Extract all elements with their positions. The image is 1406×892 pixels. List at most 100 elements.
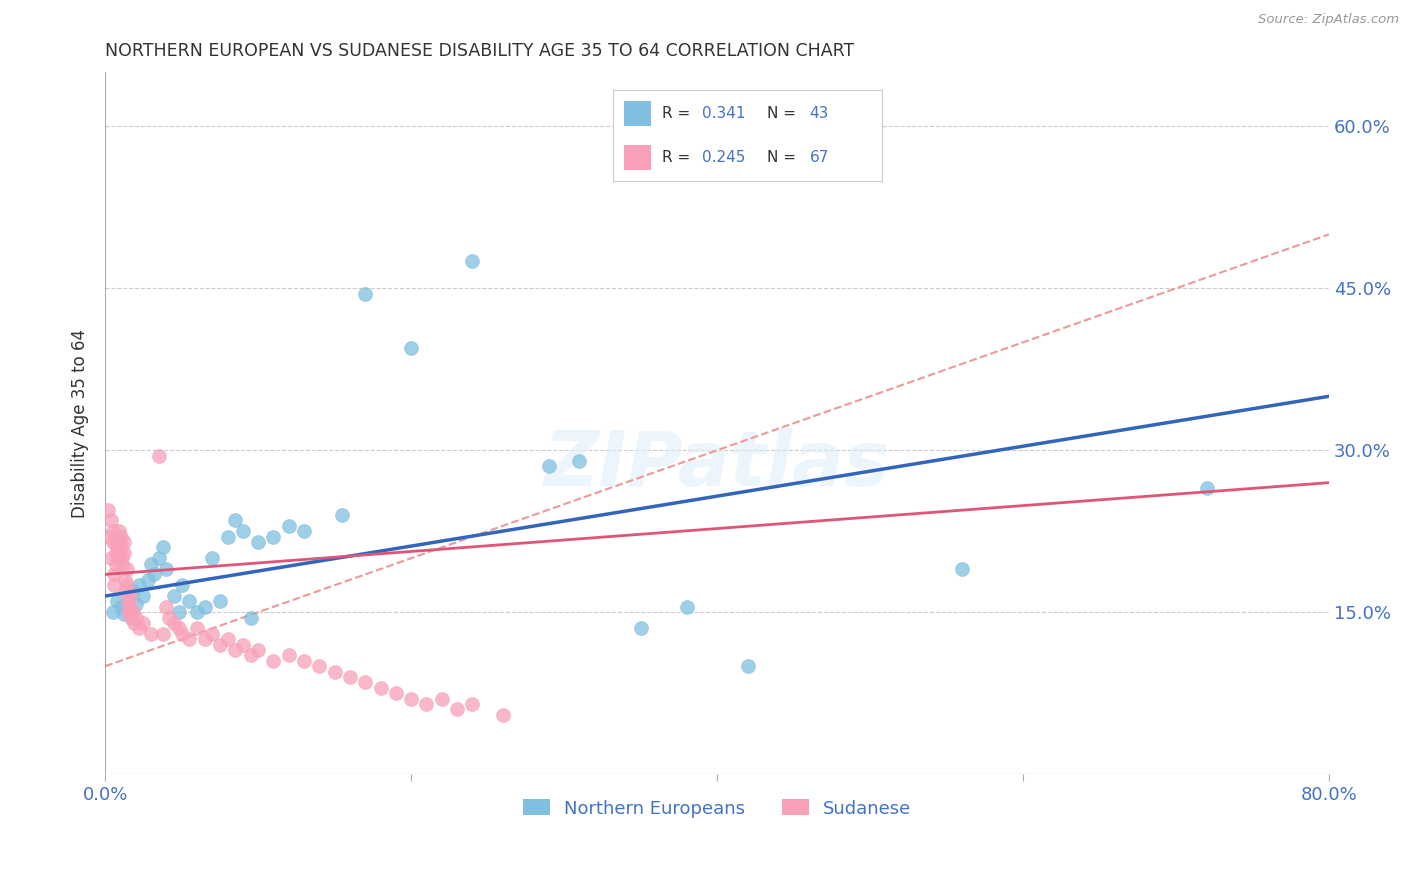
- Point: [492, 707, 515, 722]
- Point: [292, 524, 315, 539]
- Point: [107, 594, 129, 608]
- Point: [143, 567, 166, 582]
- Point: [201, 627, 224, 641]
- Point: [108, 524, 131, 539]
- Point: [112, 546, 135, 560]
- Point: [103, 567, 125, 582]
- Point: [170, 578, 193, 592]
- Point: [117, 594, 139, 608]
- Point: [115, 578, 138, 592]
- Point: [339, 670, 361, 684]
- Point: [1195, 481, 1218, 495]
- Point: [110, 530, 132, 544]
- Point: [170, 627, 193, 641]
- Point: [100, 513, 122, 527]
- Point: [117, 594, 139, 608]
- Point: [461, 254, 484, 268]
- Point: [112, 607, 135, 622]
- Point: [232, 638, 254, 652]
- Point: [737, 659, 759, 673]
- Point: [194, 599, 217, 614]
- Point: [399, 691, 422, 706]
- Point: [239, 648, 262, 663]
- Point: [121, 605, 143, 619]
- Point: [247, 643, 270, 657]
- Point: [139, 627, 162, 641]
- Y-axis label: Disability Age 35 to 64: Disability Age 35 to 64: [72, 329, 89, 517]
- Point: [263, 654, 285, 668]
- Point: [98, 530, 121, 544]
- Point: [201, 551, 224, 566]
- Point: [152, 627, 174, 641]
- Point: [179, 632, 201, 647]
- Point: [148, 551, 170, 566]
- Point: [148, 449, 170, 463]
- Point: [121, 583, 143, 598]
- Point: [104, 546, 127, 560]
- Point: [118, 599, 141, 614]
- Point: [354, 286, 377, 301]
- Point: [537, 459, 560, 474]
- Point: [277, 648, 299, 663]
- Point: [108, 551, 131, 566]
- Point: [568, 454, 591, 468]
- Point: [167, 621, 190, 635]
- Text: Source: ZipAtlas.com: Source: ZipAtlas.com: [1258, 13, 1399, 27]
- Point: [446, 702, 468, 716]
- Point: [263, 530, 285, 544]
- Point: [167, 605, 190, 619]
- Point: [125, 610, 148, 624]
- Point: [630, 621, 652, 635]
- Point: [217, 632, 239, 647]
- Point: [104, 557, 127, 571]
- Point: [208, 594, 231, 608]
- Point: [224, 513, 246, 527]
- Point: [163, 589, 186, 603]
- Text: ZIPatlas: ZIPatlas: [544, 428, 890, 502]
- Point: [107, 541, 129, 555]
- Point: [125, 597, 148, 611]
- Point: [399, 341, 422, 355]
- Point: [101, 535, 124, 549]
- Point: [139, 557, 162, 571]
- Point: [101, 605, 124, 619]
- Point: [208, 638, 231, 652]
- Point: [152, 541, 174, 555]
- Point: [132, 615, 155, 630]
- Point: [370, 681, 392, 695]
- Point: [120, 610, 142, 624]
- Point: [136, 573, 159, 587]
- Point: [247, 535, 270, 549]
- Point: [277, 518, 299, 533]
- Point: [292, 654, 315, 668]
- Point: [159, 610, 181, 624]
- Point: [239, 610, 262, 624]
- Point: [114, 583, 136, 598]
- Point: [101, 524, 124, 539]
- Point: [132, 589, 155, 603]
- Point: [155, 599, 177, 614]
- Point: [186, 621, 208, 635]
- Point: [110, 599, 132, 614]
- Legend: Northern Europeans, Sudanese: Northern Europeans, Sudanese: [516, 792, 918, 825]
- Point: [232, 524, 254, 539]
- Point: [114, 573, 136, 587]
- Point: [415, 697, 437, 711]
- Point: [115, 562, 138, 576]
- Point: [323, 665, 346, 679]
- Point: [330, 508, 353, 522]
- Point: [224, 643, 246, 657]
- Point: [194, 632, 217, 647]
- Point: [107, 535, 129, 549]
- Point: [950, 562, 973, 576]
- Point: [155, 562, 177, 576]
- Point: [128, 578, 150, 592]
- Point: [118, 589, 141, 603]
- Point: [128, 621, 150, 635]
- Point: [111, 557, 134, 571]
- Point: [163, 615, 186, 630]
- Point: [308, 659, 330, 673]
- Point: [675, 599, 697, 614]
- Point: [385, 686, 408, 700]
- Point: [97, 502, 120, 516]
